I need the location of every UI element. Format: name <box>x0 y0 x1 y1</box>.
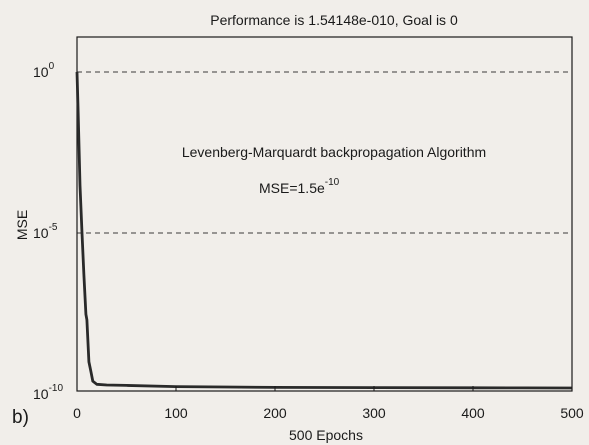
y-tick-label-1: 10-5 <box>33 222 58 241</box>
mse-text-exponent: -10 <box>325 177 340 188</box>
x-axis-ticks: 0 100 200 300 400 500 <box>73 386 584 421</box>
y-axis-label: MSE <box>14 210 30 240</box>
x-tick-label-0: 0 <box>73 405 81 421</box>
mse-curve-0 <box>75 71 573 390</box>
x-tick-label-2: 200 <box>263 405 287 421</box>
y-tick-base: 10 <box>33 64 49 80</box>
annotation-mse: MSE=1.5e-10 <box>259 177 340 196</box>
y-tick-base: 10 <box>33 386 49 402</box>
x-axis-label: 500 Epochs <box>289 427 363 443</box>
x-tick-label-5: 500 <box>560 405 584 421</box>
series-layer <box>75 71 573 390</box>
y-tick-exponent: -10 <box>49 383 64 394</box>
y-tick-label-2: 10-10 <box>33 383 63 402</box>
x-tick-label-4: 400 <box>461 405 485 421</box>
grid-lines <box>77 71 572 234</box>
y-tick-label-0: 100 <box>33 61 55 80</box>
panel-label: b) <box>12 407 29 428</box>
chart-title: Performance is 1.54148e-010, Goal is 0 <box>210 12 458 28</box>
mse-text-base: MSE=1.5e <box>259 180 325 196</box>
annotation-algorithm: Levenberg-Marquardt backpropagation Algo… <box>182 144 486 160</box>
plot-area-frame <box>76 36 573 392</box>
y-tick-exponent: -5 <box>49 222 58 233</box>
x-tick-label-3: 300 <box>362 405 386 421</box>
x-tick-label-1: 100 <box>164 405 188 421</box>
y-tick-exponent: 0 <box>49 61 55 72</box>
y-tick-base: 10 <box>33 225 49 241</box>
